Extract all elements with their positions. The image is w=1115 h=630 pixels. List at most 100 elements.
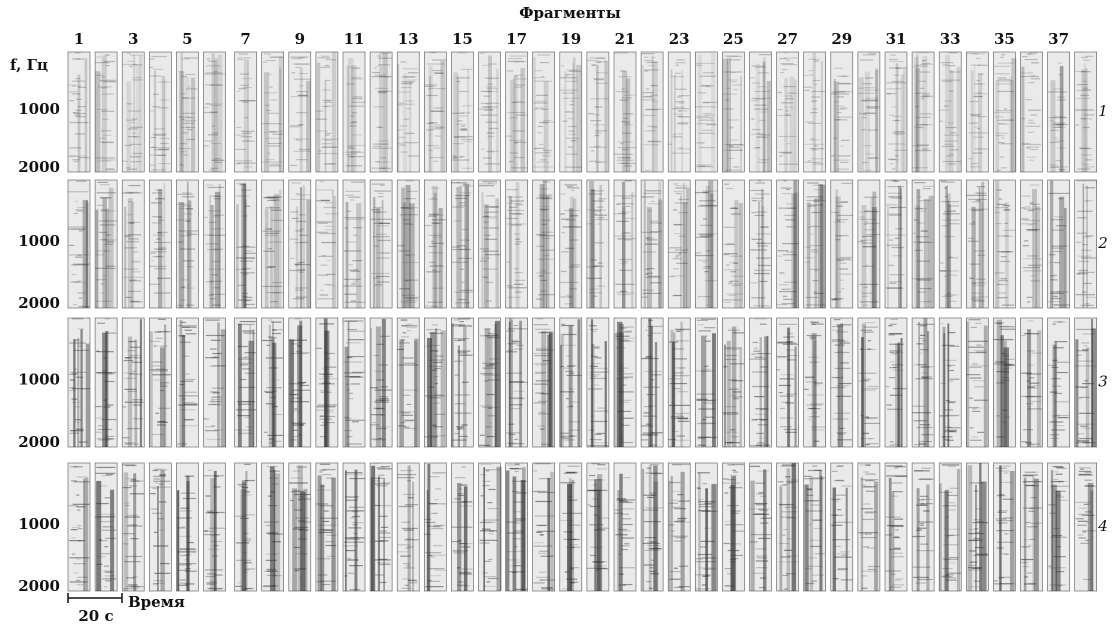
speckle [460,505,473,507]
speckle [543,119,552,122]
speckle [859,464,871,466]
speckle [811,96,821,98]
speckle [290,211,299,213]
band [101,55,107,172]
band [979,202,984,308]
speckle [429,122,438,124]
speckle [454,403,465,405]
speckle [1051,415,1060,417]
speckle [74,200,78,202]
speckle [998,470,1010,472]
speckle [480,473,487,476]
speckle [971,282,976,285]
speckle [646,61,658,64]
speckle [974,386,984,388]
speckle [372,421,377,424]
speckle [294,568,307,570]
speckle [69,432,80,434]
speckle [968,569,982,571]
speckle [1054,304,1070,306]
speckle [483,95,490,97]
speckle [481,528,491,530]
speckle [1030,114,1037,116]
band [1059,66,1064,172]
speckle [290,257,295,260]
speckle [622,530,631,532]
speckle [615,335,630,337]
speckle [99,197,109,199]
speckle [1056,147,1066,149]
speckle [430,305,439,307]
speckle [647,125,657,127]
speckle [267,199,277,202]
speckle [296,194,311,196]
speckle [862,117,867,119]
speckle [509,217,519,220]
speckle [343,545,358,547]
panel [1074,179,1097,309]
speckle [862,378,871,380]
speckle [1048,117,1068,119]
speckle [615,283,635,285]
speckle [758,180,762,182]
band [764,336,769,447]
band [316,62,321,172]
speckle [836,385,849,387]
speckle [723,71,743,73]
band [191,77,196,172]
speckle [622,376,634,378]
speckle [863,286,868,289]
speckle [781,63,797,66]
band [407,465,411,591]
speckle [722,482,741,484]
speckle [946,573,955,575]
speckle [203,111,217,114]
speckle [646,272,653,274]
speckle [376,379,384,381]
speckle [152,374,171,376]
band [217,54,223,172]
speckle [486,87,498,90]
speckle [479,521,492,524]
speckle [289,269,305,272]
speckle [237,345,249,348]
speckle [677,494,684,496]
speckle [1029,52,1038,54]
speckle [1084,55,1094,57]
spectrogram [938,317,962,448]
speckle [860,329,873,331]
speckle [758,492,765,494]
speckle [889,323,897,325]
spectrogram [203,462,226,592]
speckle [425,345,430,348]
speckle [563,531,573,533]
speckle [98,539,102,541]
speckle [540,586,554,589]
speckle [596,527,609,529]
speckle [398,411,415,413]
speckle [373,67,377,69]
speckle [757,424,768,426]
spectrogram [369,179,393,309]
speckle [1051,429,1066,431]
speckle [969,427,974,429]
band [572,57,576,172]
band [1050,469,1054,591]
speckle [831,341,846,343]
band [1009,471,1015,591]
speckle [346,538,360,540]
speckle [728,294,736,297]
speckle [77,106,87,108]
speckle [102,275,106,277]
band [738,203,743,308]
speckle [973,519,982,521]
speckle [265,232,280,235]
speckle [837,568,848,570]
speckle [920,124,929,126]
speckle [1081,56,1088,59]
speckle [374,245,379,247]
speckle [267,434,284,437]
speckle [377,91,388,93]
band [408,81,412,172]
